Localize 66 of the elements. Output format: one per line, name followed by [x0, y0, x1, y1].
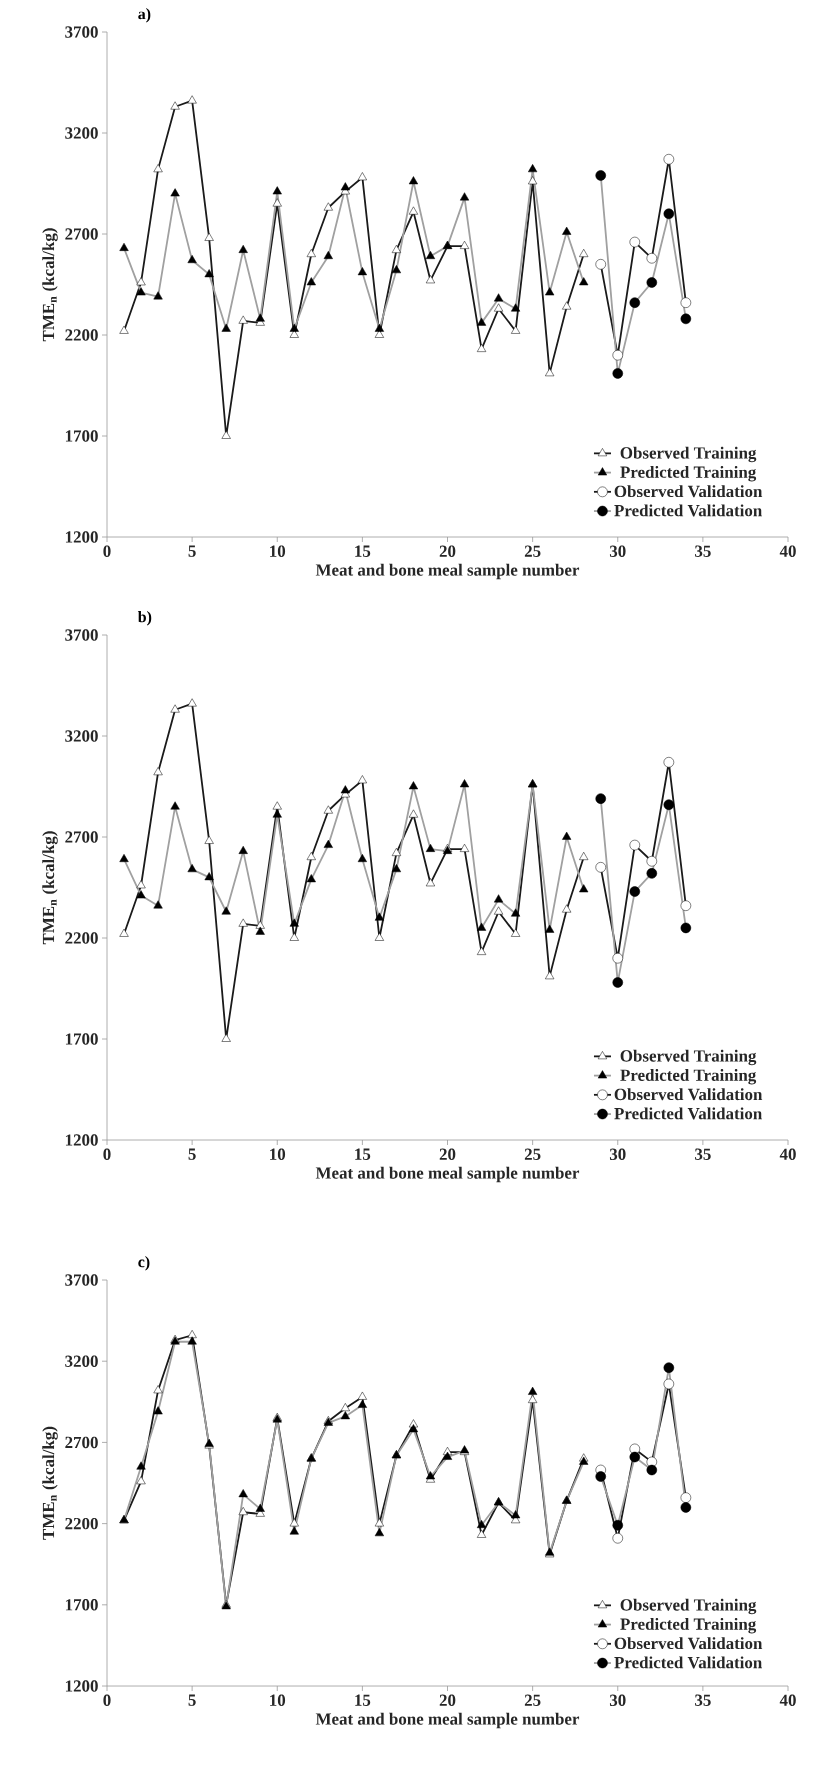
x-tick-label: 25: [524, 545, 541, 557]
legend-label: Observed Validation: [614, 485, 763, 498]
x-tick-label: 0: [103, 545, 111, 557]
legend-label: Observed Training: [620, 1598, 757, 1615]
x-tick-label: 5: [188, 545, 196, 557]
y-axis-title: TME$_{n}$ (kcal/kg): [42, 1426, 58, 1540]
x-tick-label: 25: [524, 1694, 541, 1706]
y-tick-label: 2700: [65, 228, 98, 240]
x-tick-label: 5: [188, 1694, 196, 1706]
y-tick-label: 2200: [65, 1517, 98, 1530]
x-tick-label: 10: [270, 1694, 286, 1706]
chart-title: a): [138, 8, 151, 23]
y-tick-label: 1700: [65, 1599, 98, 1611]
legend-label: Predicted Validation: [614, 1107, 762, 1120]
y-tick-label: 2700: [65, 831, 98, 843]
legend-label: Observed Validation: [614, 1088, 763, 1101]
x-tick-label: 35: [695, 1694, 711, 1706]
x-tick-label: 0: [103, 1694, 111, 1706]
x-axis-title: Meat and bone meal sample number: [315, 563, 580, 580]
y-axis-title: TME$_{n}$ (kcal/kg): [42, 228, 58, 342]
y-axis-title: TME$_{n}$ (kcal/kg): [42, 831, 58, 945]
y-tick-label: 2200: [65, 329, 98, 341]
x-tick-label: 10: [270, 545, 286, 557]
legend-label: Predicted Training: [620, 1617, 757, 1634]
x-tick-label: 0: [103, 1148, 111, 1160]
y-tick-label: 1700: [65, 430, 98, 442]
x-tick-label: 15: [355, 1694, 371, 1706]
legend-label: Observed Training: [620, 1049, 757, 1066]
x-axis-title: Meat and bone meal sample number: [315, 1166, 580, 1183]
x-tick-label: 25: [524, 1148, 541, 1160]
x-tick-label: 20: [439, 545, 456, 557]
legend-label: Predicted Validation: [614, 504, 762, 517]
x-tick-label: 15: [355, 1148, 371, 1160]
y-tick-label: 3700: [65, 1274, 98, 1286]
y-tick-label: 1700: [65, 1033, 98, 1045]
x-tick-label: 40: [779, 545, 796, 557]
y-tick-label: 1200: [65, 1134, 98, 1146]
x-tick-label: 15: [355, 545, 371, 557]
x-tick-label: 40: [779, 1694, 796, 1706]
legend-label: Predicted Training: [620, 465, 757, 482]
y-tick-label: 3700: [65, 629, 98, 641]
legend-label: Observed Training: [620, 446, 757, 463]
y-tick-label: 3200: [65, 127, 98, 139]
y-tick-label: 3200: [65, 1355, 98, 1367]
x-tick-label: 30: [609, 1148, 626, 1160]
y-tick-label: 2200: [65, 932, 98, 944]
y-tick-label: 1200: [65, 531, 98, 543]
legend-label: Predicted Validation: [614, 1656, 762, 1669]
y-tick-label: 2700: [65, 1436, 98, 1449]
chart-title: b): [137, 611, 152, 626]
y-tick-label: 3700: [65, 26, 98, 38]
x-tick-label: 35: [695, 1148, 711, 1160]
x-tick-label: 30: [609, 1694, 626, 1706]
x-axis-title: Meat and bone meal sample number: [315, 1712, 580, 1729]
x-tick-label: 5: [188, 1148, 196, 1160]
legend-label: Predicted Training: [620, 1068, 757, 1085]
x-tick-label: 35: [695, 545, 711, 557]
x-tick-label: 30: [609, 545, 626, 557]
x-tick-label: 40: [779, 1148, 796, 1160]
x-tick-label: 10: [270, 1148, 286, 1160]
chart-title: c): [138, 1256, 150, 1271]
x-tick-label: 20: [439, 1148, 456, 1160]
x-tick-label: 20: [439, 1694, 456, 1706]
y-tick-label: 3200: [65, 730, 98, 742]
legend-label: Observed Validation: [614, 1637, 763, 1650]
y-tick-label: 1200: [65, 1680, 98, 1692]
